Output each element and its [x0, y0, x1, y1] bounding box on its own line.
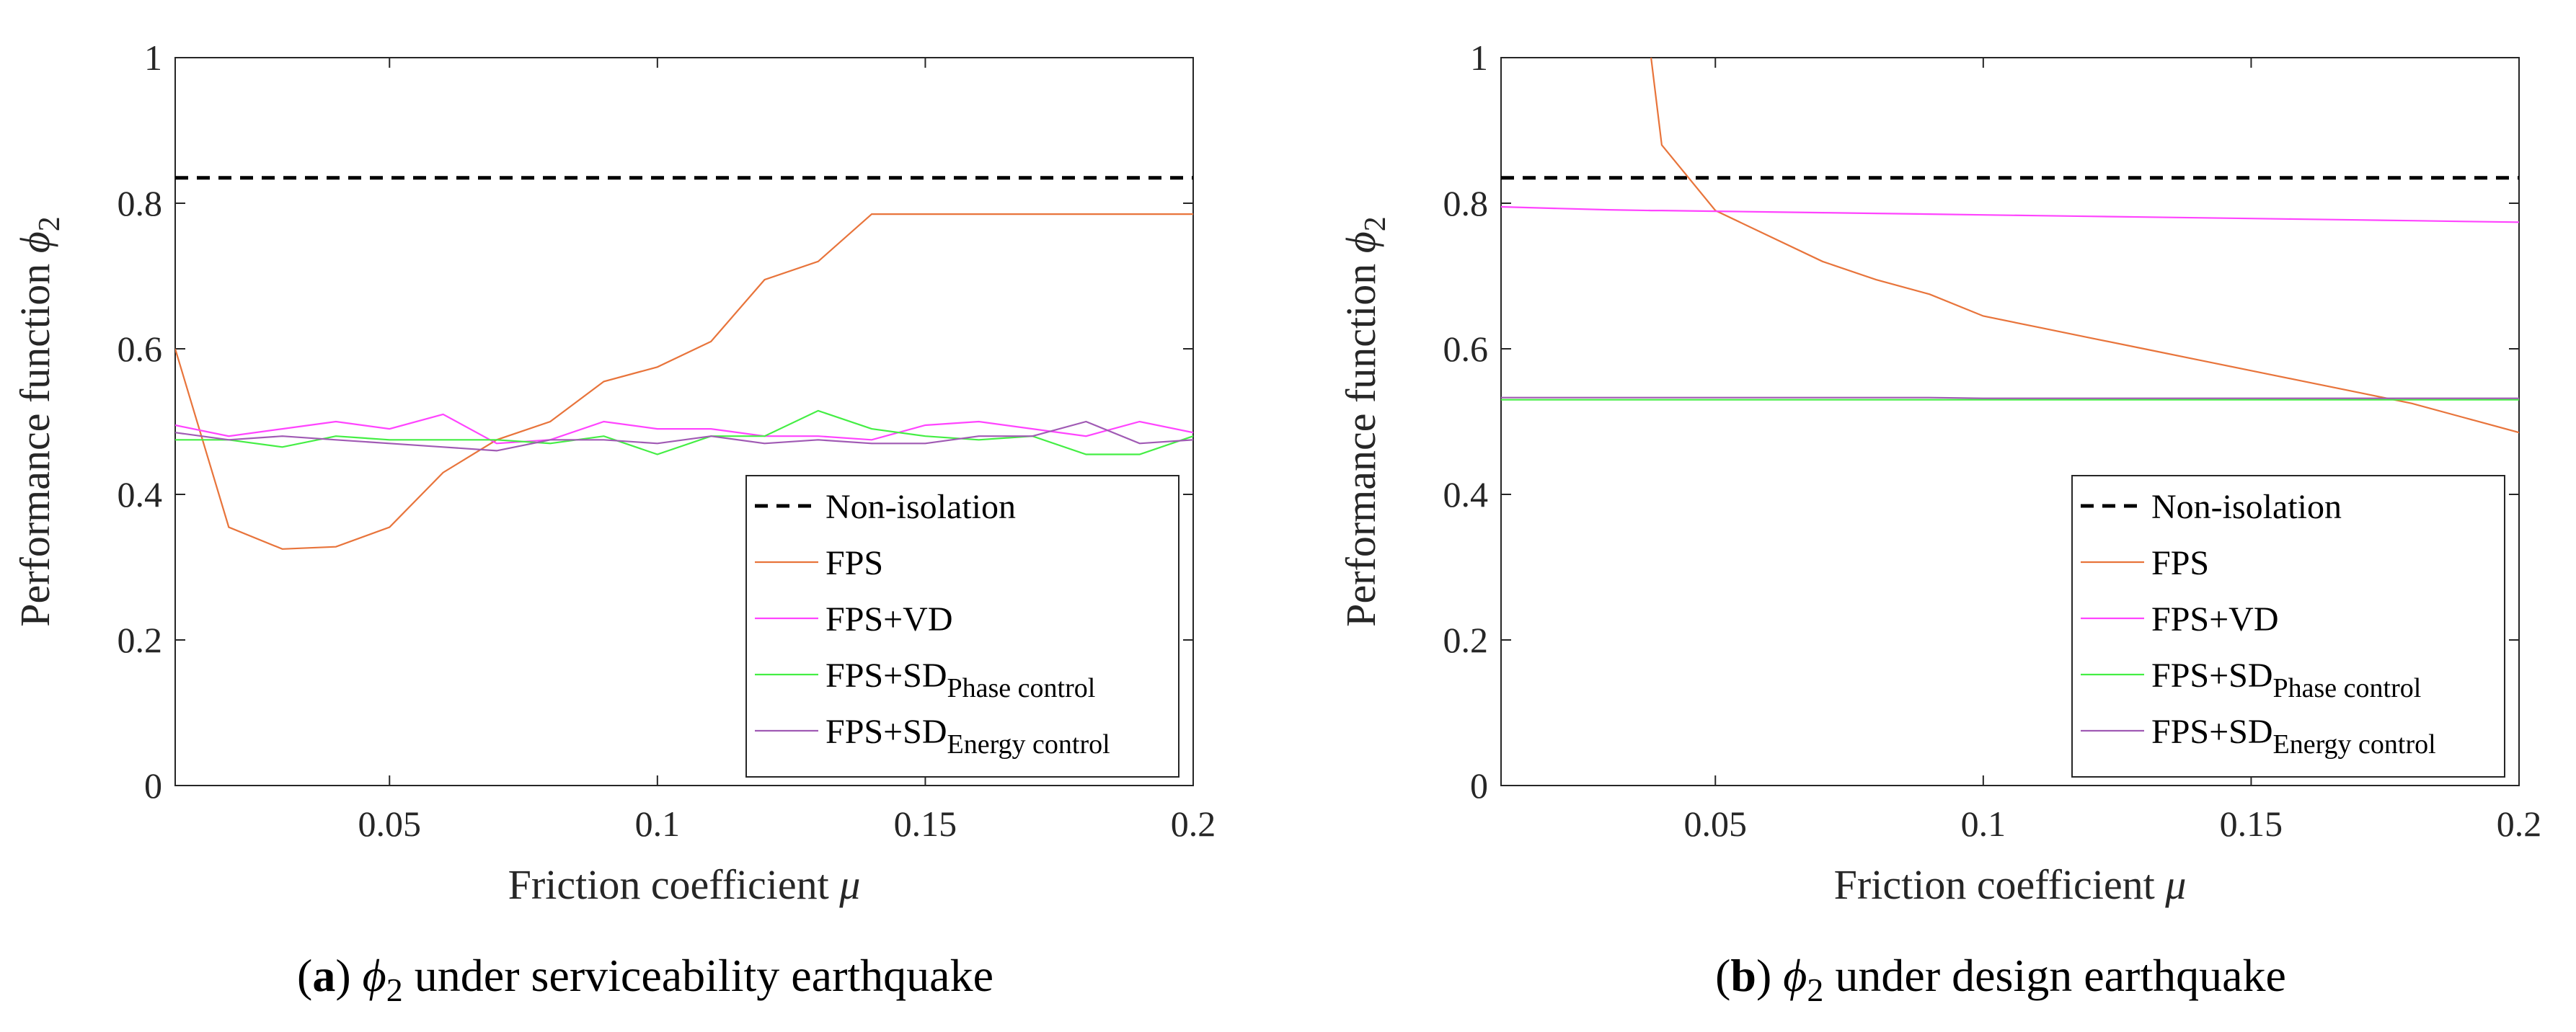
y-tick-label: 1 — [1470, 37, 1488, 78]
legend-entry-name: FPS+SD — [826, 657, 947, 695]
legend-entry-label: FPS+SDPhase control — [2151, 657, 2421, 703]
y-axis-title: Performance function ϕ2 — [12, 216, 66, 627]
y-tick-label: 0 — [1470, 765, 1488, 806]
legend-entry-label: FPS+SDPhase control — [826, 657, 1095, 703]
caption-letter: b — [1730, 950, 1756, 1001]
y-tick-label: 0.8 — [1443, 183, 1489, 223]
y-axis-title-subscript: 2 — [33, 216, 66, 231]
legend-entry-label: FPS — [826, 544, 883, 582]
legend-entry-name: FPS+SD — [826, 713, 947, 751]
legend-entry-name: FPS — [2151, 544, 2209, 582]
legend-entry-label: FPS+SDEnergy control — [826, 713, 1110, 760]
caption-symbol: ϕ — [1783, 950, 1807, 1001]
x-tick-label: 0.15 — [894, 804, 957, 844]
x-tick-label: 0.15 — [2220, 804, 2283, 844]
caption-close-paren: ) — [1756, 950, 1783, 1001]
series-line-fps-vd — [1501, 205, 2519, 223]
y-tick-label: 0.4 — [1443, 474, 1489, 515]
caption-subscript: 2 — [1807, 971, 1823, 1008]
y-tick-label: 0.4 — [118, 474, 163, 515]
x-axis-title: Friction coefficient μ — [508, 861, 861, 908]
legend-entry-label: FPS — [2151, 544, 2209, 582]
x-axis-title-symbol: μ — [838, 861, 860, 908]
axes-box — [1500, 57, 2520, 786]
x-axis-title-text: Friction coefficient — [1834, 861, 2166, 908]
y-tick-label: 0.2 — [118, 620, 163, 660]
y-tick-label: 0.8 — [118, 183, 163, 223]
legend-entry-subscript: Phase control — [947, 673, 1096, 703]
y-axis-title-text: Performance function — [1337, 253, 1384, 627]
axes-box — [174, 57, 1194, 786]
legend-entry-name: Non-isolation — [826, 488, 1016, 526]
legend-entry-name: FPS+SD — [2151, 657, 2273, 695]
legend-entry-label: Non-isolation — [826, 488, 1016, 526]
legend-entry-label: FPS+VD — [826, 600, 952, 639]
series-line-fps-sd-energy-control — [1501, 396, 2519, 399]
legend: Non-isolation FPS FPS+VD FPS+SDPhase contro… — [745, 475, 1179, 778]
legend-entry-label: FPS+VD — [2151, 600, 2278, 639]
legend-entry-name: FPS+SD — [2151, 713, 2273, 751]
x-tick-label: 0.1 — [635, 804, 681, 844]
x-tick-label: 0.05 — [358, 804, 422, 844]
legend-entry-name: FPS+VD — [826, 600, 952, 639]
legend-entry-name: Non-isolation — [2151, 488, 2342, 526]
y-tick-label: 0.6 — [118, 329, 163, 369]
legend-entry-subscript: Energy control — [2273, 729, 2436, 760]
legend-box — [745, 475, 1179, 778]
x-axis-title-text: Friction coefficient — [508, 861, 840, 908]
series-group — [1501, 58, 2519, 434]
series-line-fps-vd — [175, 413, 1193, 445]
x-tick-label: 0.2 — [2497, 804, 2542, 844]
legend-entry-label: FPS+SDEnergy control — [2151, 713, 2436, 760]
y-tick-label: 1 — [144, 37, 162, 78]
series-line-fps-sd-energy-control — [175, 420, 1193, 452]
figure-caption: (b) ϕ2 under design earthquake — [1715, 950, 2286, 1008]
y-axis-title-symbol: ϕ — [1337, 231, 1384, 253]
y-tick-label: 0 — [144, 765, 162, 806]
chart-panel-a: 0.05 0.1 0.15 0.2 0 0.2 0.4 0.6 0.8 1 Non-isolatio… — [12, 37, 1216, 1008]
caption-close-paren: ) — [335, 950, 362, 1001]
caption-letter: a — [312, 950, 335, 1001]
caption-subscript: 2 — [386, 971, 403, 1008]
x-tick-label: 0.2 — [1171, 804, 1216, 844]
y-axis-title-symbol: ϕ — [12, 231, 58, 253]
series-line-fps — [175, 213, 1193, 550]
x-axis-title-symbol: μ — [2164, 861, 2186, 908]
legend-box — [2071, 475, 2505, 778]
x-tick-label: 0.1 — [1961, 804, 2006, 844]
chart-panel-b: 0.05 0.1 0.15 0.2 0 0.2 0.4 0.6 0.8 1 Non-isolatio… — [1337, 37, 2541, 1008]
legend-entry-subscript: Phase control — [2273, 673, 2422, 703]
legend-entry-name: FPS — [826, 544, 883, 582]
caption-open-paren: ( — [297, 950, 312, 1001]
legend-entry-name: FPS+VD — [2151, 600, 2278, 639]
series-line-fps — [1650, 58, 2519, 434]
x-axis-title: Friction coefficient μ — [1834, 861, 2187, 908]
y-axis-title-subscript: 2 — [1359, 216, 1392, 231]
series-group — [175, 176, 1193, 550]
figure-caption: (a) ϕ2 under serviceability earthquake — [297, 950, 993, 1008]
legend-entry-subscript: Energy control — [947, 729, 1110, 760]
y-axis-title: Performance function ϕ2 — [1337, 216, 1392, 627]
legend-entry-label: Non-isolation — [2151, 488, 2342, 526]
caption-text: under design earthquake — [1823, 950, 2286, 1001]
x-tick-label: 0.05 — [1684, 804, 1748, 844]
caption-symbol: ϕ — [363, 950, 386, 1001]
caption-open-paren: ( — [1715, 950, 1730, 1001]
caption-text: under serviceability earthquake — [403, 950, 993, 1001]
y-tick-label: 0.2 — [1443, 620, 1489, 660]
y-tick-label: 0.6 — [1443, 329, 1489, 369]
y-axis-title-text: Performance function — [12, 253, 58, 627]
legend: Non-isolation FPS FPS+VD FPS+SDPhase contro… — [2071, 475, 2505, 778]
